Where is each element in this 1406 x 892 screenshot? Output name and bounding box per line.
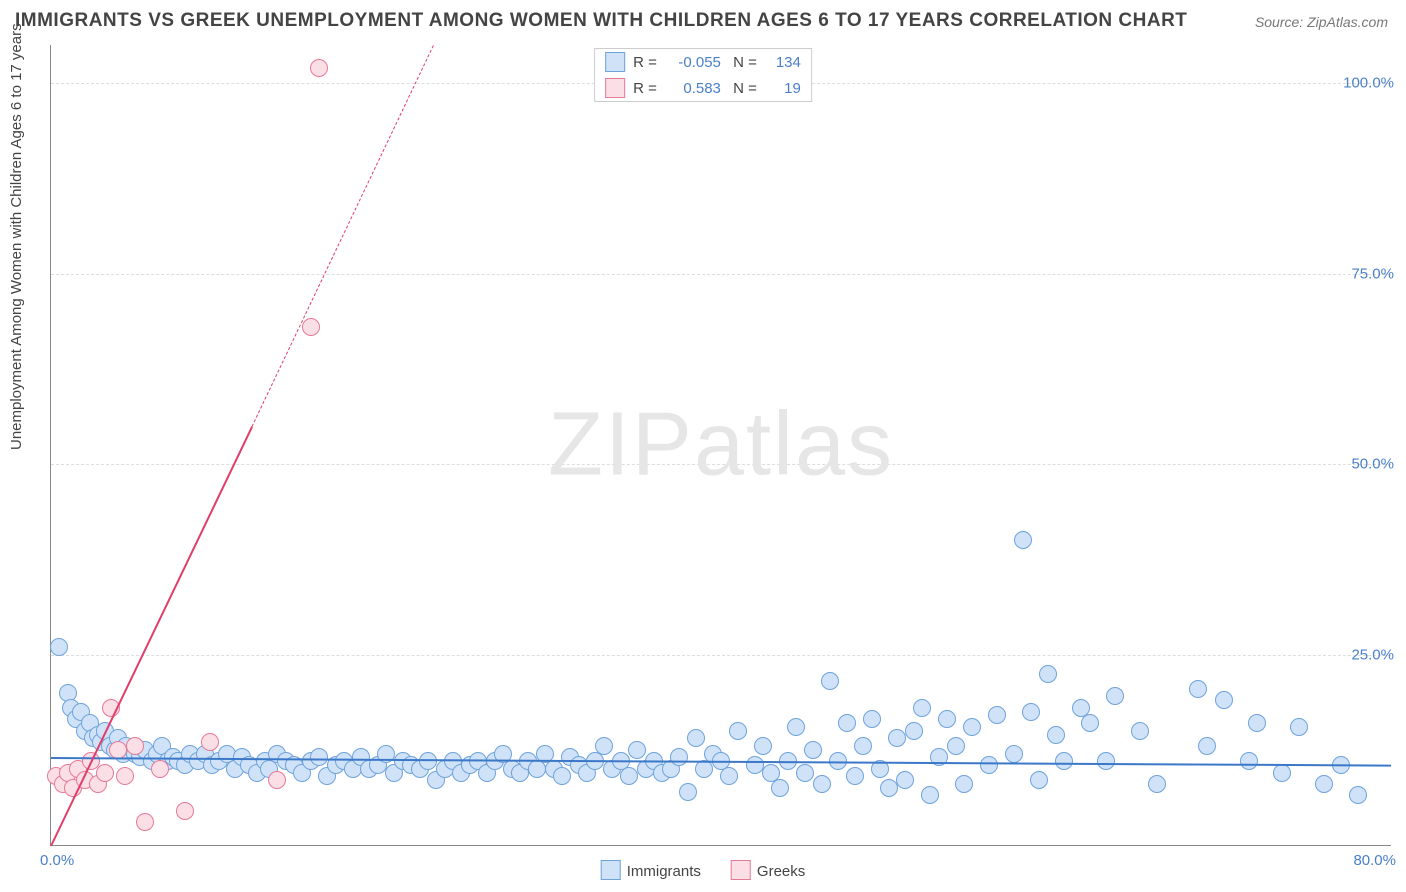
data-point xyxy=(1022,703,1040,721)
legend: Immigrants Greeks xyxy=(601,860,806,880)
y-tick-label: 100.0% xyxy=(1343,75,1394,92)
data-point xyxy=(846,767,864,785)
data-point xyxy=(310,59,328,77)
data-point xyxy=(938,710,956,728)
swatch-greeks xyxy=(605,78,625,98)
data-point xyxy=(821,672,839,690)
data-point xyxy=(310,748,328,766)
chart-title: IMMIGRANTS VS GREEK UNEMPLOYMENT AMONG W… xyxy=(15,10,1187,32)
data-point xyxy=(1198,737,1216,755)
data-point xyxy=(880,779,898,797)
legend-swatch-greeks xyxy=(731,860,751,880)
data-point xyxy=(863,710,881,728)
data-point xyxy=(813,775,831,793)
data-point xyxy=(921,786,939,804)
data-point xyxy=(1055,752,1073,770)
data-point xyxy=(1148,775,1166,793)
data-point xyxy=(1315,775,1333,793)
scatter-plot-area: ZIPatlas xyxy=(50,45,1391,846)
data-point xyxy=(1106,687,1124,705)
y-axis-label: Unemployment Among Women with Children A… xyxy=(8,23,25,450)
stats-row-immigrants: R =-0.055 N =134 xyxy=(595,49,811,75)
source-attribution: Source: ZipAtlas.com xyxy=(1255,14,1388,30)
data-point xyxy=(771,779,789,797)
data-point xyxy=(1349,786,1367,804)
gridline xyxy=(51,464,1391,465)
data-point xyxy=(268,771,286,789)
watermark: ZIPatlas xyxy=(548,394,894,497)
data-point xyxy=(913,699,931,717)
data-point xyxy=(96,764,114,782)
data-point xyxy=(1005,745,1023,763)
data-point xyxy=(754,737,772,755)
data-point xyxy=(151,760,169,778)
data-point xyxy=(1189,680,1207,698)
data-point xyxy=(679,783,697,801)
stats-row-greeks: R =0.583 N =19 xyxy=(595,75,811,101)
trend-line xyxy=(252,45,434,426)
data-point xyxy=(116,767,134,785)
data-point xyxy=(1290,718,1308,736)
data-point xyxy=(1273,764,1291,782)
data-point xyxy=(746,756,764,774)
data-point xyxy=(1039,665,1057,683)
data-point xyxy=(620,767,638,785)
data-point xyxy=(988,706,1006,724)
data-point xyxy=(176,802,194,820)
legend-swatch-immigrants xyxy=(601,860,621,880)
data-point xyxy=(796,764,814,782)
data-point xyxy=(905,722,923,740)
data-point xyxy=(1030,771,1048,789)
data-point xyxy=(1081,714,1099,732)
data-point xyxy=(896,771,914,789)
data-point xyxy=(838,714,856,732)
data-point xyxy=(888,729,906,747)
data-point xyxy=(687,729,705,747)
data-point xyxy=(854,737,872,755)
data-point xyxy=(1047,726,1065,744)
data-point xyxy=(595,737,613,755)
data-point xyxy=(109,741,127,759)
data-point xyxy=(419,752,437,770)
data-point xyxy=(1131,722,1149,740)
data-point xyxy=(1240,752,1258,770)
data-point xyxy=(670,748,688,766)
data-point xyxy=(126,737,144,755)
data-point xyxy=(201,733,219,751)
gridline xyxy=(51,655,1391,656)
data-point xyxy=(947,737,965,755)
data-point xyxy=(980,756,998,774)
data-point xyxy=(720,767,738,785)
gridline xyxy=(51,274,1391,275)
legend-item-greeks: Greeks xyxy=(731,860,805,880)
data-point xyxy=(955,775,973,793)
data-point xyxy=(787,718,805,736)
x-axis-max-label: 80.0% xyxy=(1353,852,1396,869)
trend-line xyxy=(50,427,253,847)
data-point xyxy=(136,813,154,831)
data-point xyxy=(804,741,822,759)
data-point xyxy=(302,318,320,336)
data-point xyxy=(628,741,646,759)
y-tick-label: 75.0% xyxy=(1351,265,1394,282)
data-point xyxy=(1248,714,1266,732)
data-point xyxy=(729,722,747,740)
correlation-stats-box: R =-0.055 N =134 R =0.583 N =19 xyxy=(594,48,812,102)
y-tick-label: 50.0% xyxy=(1351,456,1394,473)
swatch-immigrants xyxy=(605,52,625,72)
data-point xyxy=(50,638,68,656)
data-point xyxy=(1215,691,1233,709)
y-tick-label: 25.0% xyxy=(1351,646,1394,663)
data-point xyxy=(963,718,981,736)
data-point xyxy=(1014,531,1032,549)
data-point xyxy=(1097,752,1115,770)
x-axis-min-label: 0.0% xyxy=(40,852,74,869)
data-point xyxy=(553,767,571,785)
legend-item-immigrants: Immigrants xyxy=(601,860,701,880)
